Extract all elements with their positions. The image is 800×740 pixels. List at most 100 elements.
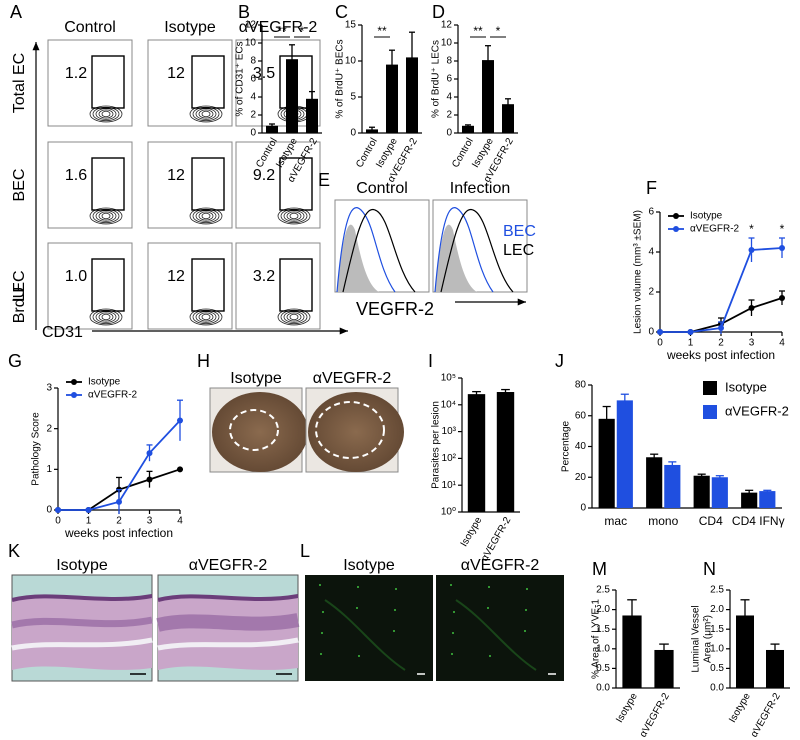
- legend-label: LEC: [503, 242, 534, 259]
- x-tick-label: 1: [86, 516, 92, 527]
- point: [779, 295, 785, 301]
- contour: [189, 105, 223, 123]
- signal-dot: [319, 584, 321, 586]
- error-bar: [389, 49, 395, 79]
- error-bar: [309, 90, 315, 106]
- panel-letter: J: [555, 351, 564, 371]
- contour: [89, 207, 123, 225]
- bar: [622, 615, 642, 688]
- column-header: Isotype: [164, 19, 216, 36]
- x-tick-label: mac: [604, 514, 627, 528]
- gate-value: 12: [167, 167, 185, 184]
- bar: [386, 64, 398, 133]
- error-bar: [465, 124, 471, 127]
- y-axis-label: Parasites per lesion: [431, 401, 442, 489]
- error-bar: [472, 390, 481, 398]
- gate: [91, 258, 125, 312]
- y-tick-label: 1.5: [596, 624, 610, 635]
- error-bar: [697, 473, 706, 478]
- contour: [277, 207, 311, 225]
- lesion-outline: [315, 401, 385, 459]
- lec-curve: [342, 209, 416, 293]
- panel-letter: A: [10, 2, 22, 22]
- signal-dot: [488, 586, 490, 588]
- panel-letter: M: [592, 559, 607, 579]
- error-bar: [409, 31, 415, 83]
- point: [748, 305, 755, 311]
- panel-letter: E: [318, 170, 330, 190]
- gate-value: 1.0: [65, 268, 87, 285]
- legend-marker: [71, 379, 77, 385]
- column-header: Control: [64, 19, 116, 36]
- gate: [191, 157, 225, 211]
- y-tick-label: 15: [345, 20, 357, 31]
- contour: [289, 313, 299, 321]
- significance-label: **: [277, 24, 287, 38]
- column-header: αVEGFR-2: [239, 19, 318, 36]
- signal-dot: [453, 611, 455, 613]
- y-tick-label: 0.5: [710, 663, 724, 674]
- photo-label: Isotype: [230, 370, 282, 387]
- panel-letter: D: [432, 2, 445, 22]
- y-tick-label: 2: [446, 110, 452, 121]
- gate-value: 3.5: [253, 65, 275, 82]
- signal-dot: [487, 607, 489, 609]
- bar: [759, 491, 776, 508]
- y-tick-label: 2.5: [596, 585, 610, 596]
- contour: [89, 105, 123, 123]
- y-axis-label: % of BrdU⁺ BECs: [335, 39, 346, 118]
- x-tick-label: mono: [648, 514, 678, 528]
- signal-dot: [525, 609, 527, 611]
- vessel-signal: [324, 599, 406, 671]
- gate-value: 1.6: [65, 167, 87, 184]
- bar: [664, 464, 681, 508]
- y-axis-label: Area (μm²): [703, 615, 714, 663]
- x-tick-label: 0: [657, 338, 663, 349]
- cartilage: [157, 637, 299, 651]
- row-label: BEC: [11, 169, 28, 202]
- signal-dot: [356, 607, 358, 609]
- error-bar: [620, 393, 629, 407]
- signal-dot: [524, 630, 526, 632]
- x-tick-label: 3: [147, 516, 153, 527]
- contour: [98, 211, 114, 221]
- point: [177, 417, 183, 424]
- gate: [191, 55, 225, 109]
- bar: [496, 392, 515, 512]
- signal-dot: [452, 632, 454, 634]
- histogram-title: Infection: [450, 180, 510, 197]
- error-bar: [745, 489, 754, 495]
- y-tick-label: 1.5: [710, 624, 724, 635]
- contour: [286, 312, 302, 322]
- legend-swatch: [703, 405, 717, 419]
- tissue: [12, 596, 152, 670]
- y-tick-label: 6: [446, 74, 452, 85]
- panel-letter: K: [8, 541, 20, 561]
- contour: [201, 110, 211, 118]
- signal-dot: [394, 609, 396, 611]
- y-tick-label: 0: [648, 327, 654, 338]
- gate: [279, 157, 313, 211]
- y-axis-label: Luminal Vessel: [691, 605, 702, 672]
- error-bar: [763, 489, 772, 492]
- epidermis: [11, 594, 153, 602]
- image-label: Isotype: [56, 557, 108, 574]
- y-tick-label: 10⁴: [441, 399, 456, 410]
- infiltrate: [11, 616, 153, 629]
- point: [177, 466, 183, 473]
- y-tick-label: 6: [250, 74, 256, 85]
- ear: [212, 392, 308, 472]
- contour: [89, 308, 123, 326]
- y-tick-label: 4: [648, 247, 654, 258]
- y-tick-label: 40: [575, 441, 587, 452]
- point: [748, 247, 755, 253]
- x-axis-label: weeks post infection: [666, 348, 775, 362]
- y-tick-label: 0.5: [596, 663, 610, 674]
- point: [146, 476, 153, 483]
- y-tick-label: 0: [580, 503, 586, 514]
- contour: [101, 212, 111, 220]
- contour: [101, 313, 111, 321]
- bar: [406, 57, 418, 133]
- signal-dot: [451, 653, 453, 655]
- contour: [189, 308, 223, 326]
